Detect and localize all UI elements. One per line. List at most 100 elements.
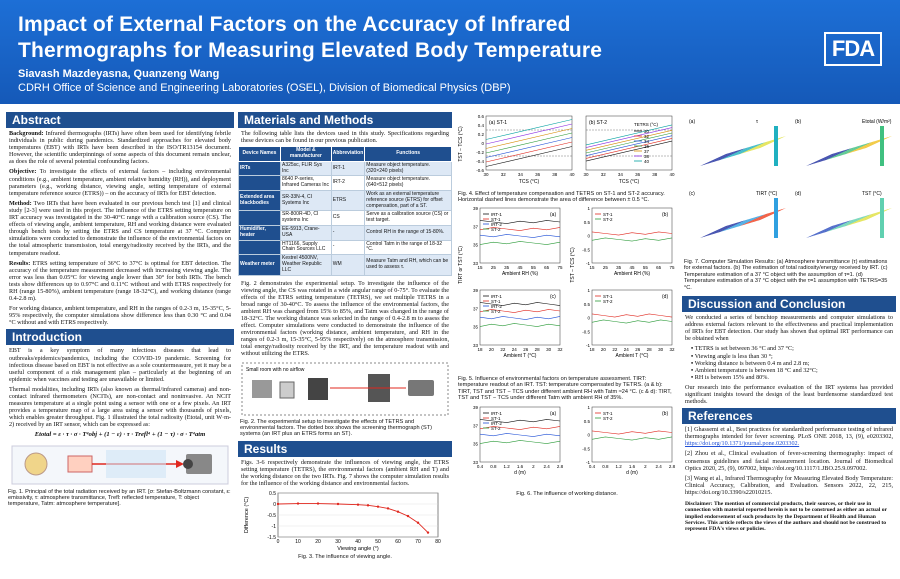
series-line xyxy=(585,140,673,162)
y-tick-label: 37 xyxy=(473,224,479,229)
data-point xyxy=(416,521,420,525)
x-tick-label: 32 xyxy=(669,347,675,352)
colorbar xyxy=(880,198,884,238)
atmosphere-band xyxy=(106,449,166,478)
series-line xyxy=(479,419,561,424)
fig2-caption: Fig. 2. The experimental setup to invest… xyxy=(240,418,433,438)
y-tick-label: 35 xyxy=(473,442,479,447)
table-row: Weather meter Kestrel 4500NV, Weather Rep… xyxy=(238,254,452,276)
list-item: Viewing angle is less than 30 °; xyxy=(691,353,893,360)
x-tick-label: 65 xyxy=(544,265,550,270)
data-point xyxy=(366,504,370,507)
panel-label: (a) ST-1 xyxy=(489,120,507,126)
y-axis-label: Difference (°C) xyxy=(244,497,250,533)
table-cell: - xyxy=(330,239,366,256)
x-tick-label: 18 xyxy=(477,347,483,352)
series-line xyxy=(585,135,673,156)
fig7-simulation-maps: (a) τ (b) Etotal (W/m²) (c) TIRT (°C) (d) TST (… xyxy=(689,119,892,238)
x-tick-label: 0 xyxy=(277,539,280,545)
surface-patch xyxy=(821,220,852,234)
y-tick-label: -1.5 xyxy=(267,535,276,541)
y-tick-label: 0.5 xyxy=(584,302,591,307)
surface-patch xyxy=(750,209,781,223)
surface-patch xyxy=(705,151,736,165)
fig7-caption: Fig. 7. Computer Simulation Results: (a)… xyxy=(684,259,888,291)
x-tick-label: 24 xyxy=(624,347,630,352)
surface-patch xyxy=(861,208,892,222)
x-tick-label: 20 xyxy=(315,539,321,545)
table-header: Abbreviation xyxy=(330,146,366,162)
table-cell: - xyxy=(330,224,366,241)
panel-label: (d) xyxy=(662,294,668,300)
table-cell: SR-800R-4D, CI systems Inc xyxy=(280,210,332,226)
plot-frame xyxy=(591,407,673,463)
x-tick-label: 26 xyxy=(523,347,529,352)
x-axis-label: Ambient RH (%) xyxy=(614,271,650,277)
y-tick-label: -1 xyxy=(586,460,590,465)
data-point xyxy=(276,502,280,506)
x-tick-label: 55 xyxy=(531,265,537,270)
abstract-heading: Abstract xyxy=(6,112,234,128)
x-tick-label: 40 xyxy=(355,539,361,545)
x-tick-label: 10 xyxy=(295,539,301,545)
table-cell xyxy=(238,239,281,256)
surface-patch xyxy=(750,137,781,151)
surface-patch xyxy=(856,209,887,223)
table-row: Humidifier, heater EE-5913, Crane-USA - Con… xyxy=(238,224,452,241)
surface-patch xyxy=(700,152,731,166)
results-label: Results: xyxy=(9,259,31,267)
x-tick-label: 55 xyxy=(643,265,649,270)
x-tick-label: 24 xyxy=(512,347,518,352)
table-cell: IRT-2 xyxy=(330,175,366,191)
table-cell: Measure object temperature. (320×240 pix… xyxy=(364,160,452,177)
x-tick-label: 40 xyxy=(569,172,575,177)
table-cell: IRTs xyxy=(238,160,281,177)
surface-patch xyxy=(811,151,842,165)
y-tick-label: 39 xyxy=(473,288,479,293)
y-tick-label: 39 xyxy=(473,405,479,410)
reference-item: [3] Wang et al., Infrared Thermography f… xyxy=(685,474,893,496)
table-cell: Kestrel 4500NV, Weather Republic LLC xyxy=(280,254,332,276)
legend-title: TETRS (°C) xyxy=(634,122,659,127)
series-line xyxy=(485,119,573,140)
x-tick-label: 35 xyxy=(504,265,510,270)
legend-entry: ST-2 xyxy=(491,309,501,314)
surface-patch xyxy=(700,224,731,238)
poster-title: Impact of External Factors on the Accura… xyxy=(18,12,808,64)
table-cell: CS xyxy=(330,210,366,226)
table-cell: Humidifier, heater xyxy=(238,224,281,241)
fig1-diagram xyxy=(11,445,229,485)
data-point xyxy=(336,502,340,506)
table-row: Extended area blackbodies SR-33N-4, CI Sy… xyxy=(238,189,452,212)
panel-label: (a) xyxy=(689,119,695,125)
series-line xyxy=(585,124,673,146)
results-text: ETRS setting temperature of 36°C to 37°C… xyxy=(9,259,231,303)
table-cell: SR-33N-4, CI Systems Inc xyxy=(280,189,332,212)
series-line xyxy=(591,319,673,324)
table-header: Functions xyxy=(364,146,452,162)
data-point xyxy=(406,515,410,518)
surface-patch xyxy=(841,214,872,228)
results-body: Figs. 3-6 respectively demonstrate the i… xyxy=(241,458,449,488)
series-line xyxy=(591,431,673,435)
table-header: Model & manufacturer xyxy=(280,146,332,162)
table-cell xyxy=(238,175,281,191)
method-label: Method: xyxy=(9,199,32,207)
humidifier-icon xyxy=(279,381,295,399)
series-line xyxy=(585,130,673,151)
x-tick-label: 40 xyxy=(669,172,675,177)
table-cell: Control RH in the range of 15-80%. xyxy=(364,224,452,241)
series-line xyxy=(591,313,673,318)
table-cell: A325sc, FLIR Sys Inc xyxy=(280,160,332,177)
series-line xyxy=(591,437,673,441)
data-point xyxy=(396,510,400,514)
reference-link[interactable]: https://doi.org/10.1371/journal.pone.020… xyxy=(685,440,800,448)
surface-patch xyxy=(851,139,882,153)
table-row: HT1166, Supply Chain Sources LLC - Control… xyxy=(238,239,452,256)
data-point xyxy=(316,502,320,505)
panel-label: (b) xyxy=(662,212,668,218)
plot-frame xyxy=(591,207,673,264)
conclusion-text: For working distance, ambient temperatur… xyxy=(9,305,231,327)
table-cell: HT1166, Supply Chain Sources LLC xyxy=(280,239,332,256)
